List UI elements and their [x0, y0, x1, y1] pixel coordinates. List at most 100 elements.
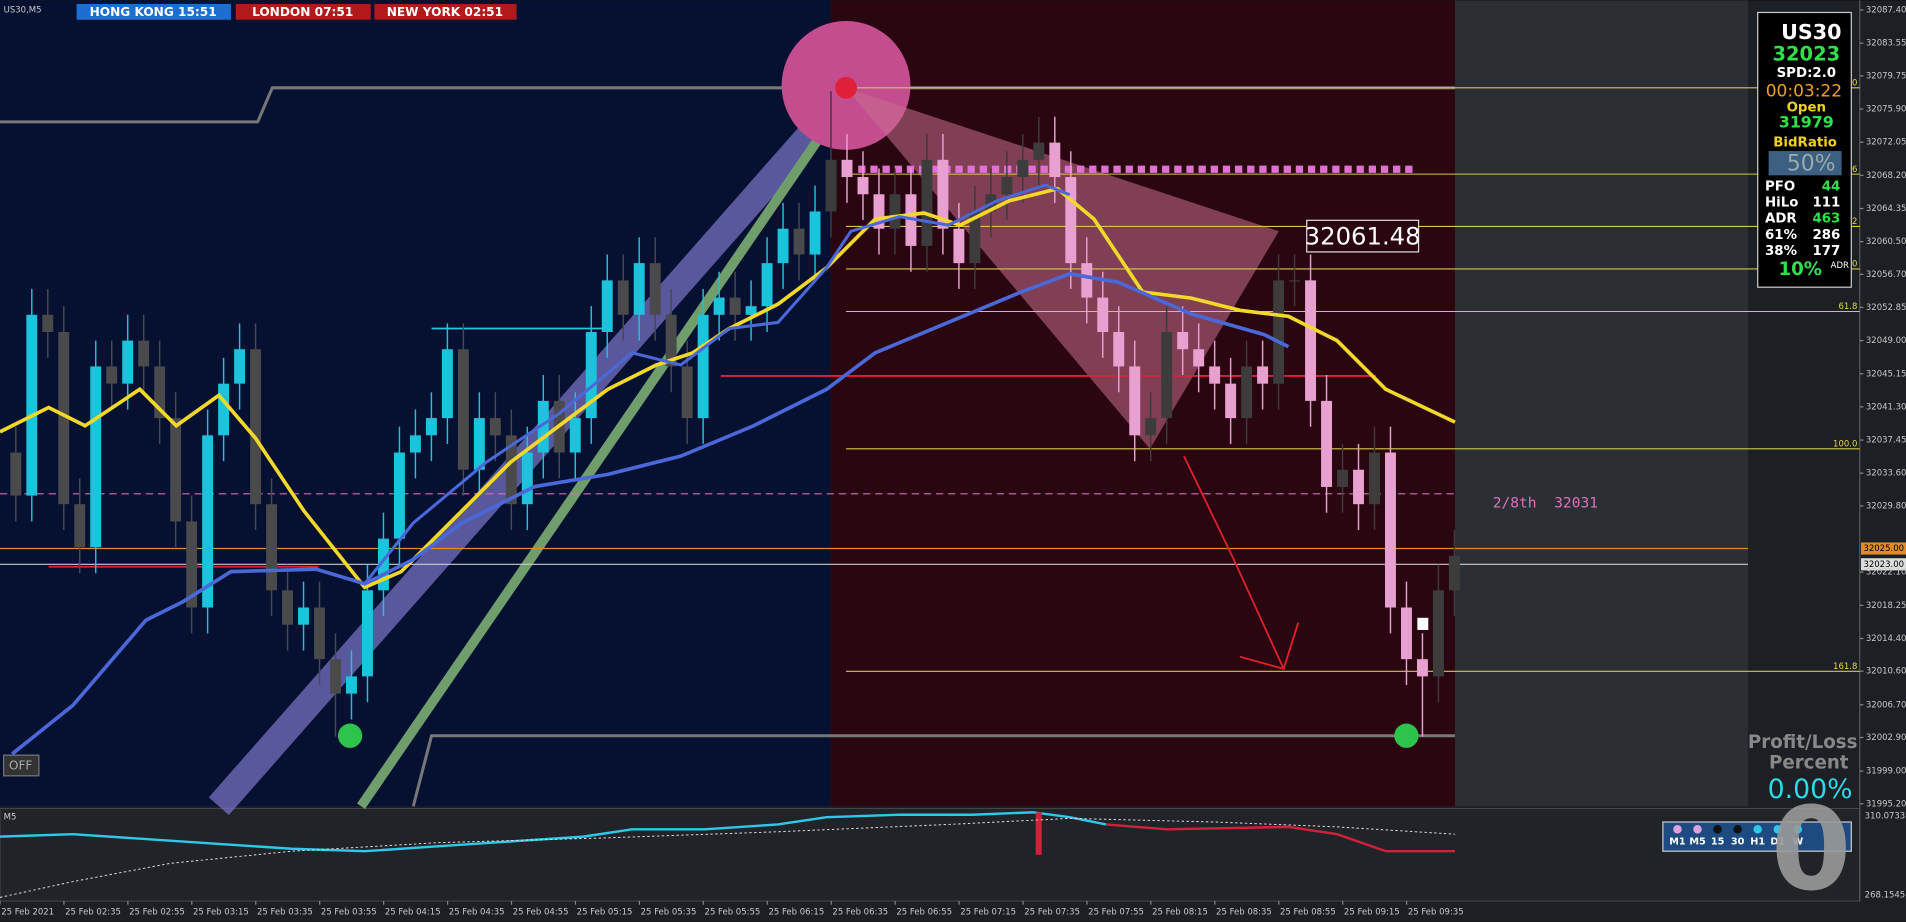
candle-body [505, 435, 517, 505]
candle-body [537, 400, 549, 453]
candle-body [425, 418, 437, 436]
candle-body [1017, 159, 1029, 178]
candle-body [1305, 280, 1317, 401]
symbol-label: US30,M5 [4, 6, 42, 16]
info-bidratio-label: BidRatio [1773, 136, 1837, 151]
x-tick-label: 25 Feb 02:35 [65, 907, 121, 917]
trend-line [357, 119, 835, 809]
timeframe-dot [1793, 825, 1803, 834]
candle-body [761, 263, 773, 307]
off-button-label[interactable]: OFF [9, 759, 33, 773]
candle-body [457, 349, 469, 470]
info-row-value: 44 [1822, 179, 1841, 194]
fib-label: 100.0 [1833, 439, 1857, 449]
x-tick-label: 25 Feb 02:55 [129, 907, 185, 917]
candle-body [585, 332, 597, 419]
y-tick-label: 32014.40 [1866, 634, 1906, 644]
timeframe-label[interactable]: M5 [1689, 836, 1706, 847]
off-button[interactable] [3, 754, 40, 777]
timeframe-label[interactable]: D1 [1770, 836, 1785, 847]
candle-body [921, 159, 933, 246]
candle-body [809, 211, 821, 255]
clock-box [235, 3, 371, 20]
y-tick-label: 32064.35 [1866, 204, 1906, 214]
y-tick-label: 32072.05 [1866, 138, 1906, 148]
indicator-spike [1035, 812, 1042, 855]
indicator-line [1106, 823, 1456, 853]
info-row-label: 38% [1765, 244, 1797, 259]
y-tick-label: 32041.30 [1866, 402, 1906, 412]
candle-body [346, 676, 357, 694]
y-tick-label: 32010.60 [1866, 667, 1906, 677]
y-tick-label: 32075.90 [1866, 105, 1906, 115]
candle-body [1321, 400, 1333, 487]
candle-body [729, 297, 741, 315]
x-tick-label: 25 Feb 07:35 [1024, 907, 1080, 917]
info-row-label: HiLo [1765, 195, 1798, 210]
x-tick-label: 25 Feb 07:55 [1088, 907, 1144, 917]
info-row-value: 111 [1812, 195, 1840, 210]
candle-body [713, 297, 725, 315]
timeframe-label[interactable]: H1 [1750, 836, 1765, 847]
candle-body [617, 280, 629, 315]
info-row-label: PFO [1765, 179, 1795, 194]
x-tick-label: 25 Feb 09:15 [1344, 907, 1400, 917]
candle-body [633, 263, 645, 315]
candle-body [266, 504, 278, 591]
info-panel [1757, 11, 1852, 288]
candle-body [1097, 297, 1109, 333]
sub-panel-label: M5 [4, 813, 17, 823]
candle-body [873, 194, 885, 229]
timeframe-dot [1753, 825, 1762, 834]
timeframe-label[interactable]: 30 [1731, 836, 1745, 847]
candle-body [10, 452, 22, 496]
info-row-label: ADR [1765, 212, 1797, 227]
timeframe-dot [1733, 825, 1742, 834]
candle-body [665, 314, 677, 367]
x-tick-label: 25 Feb 05:15 [577, 907, 633, 917]
timeframe-label[interactable]: 15 [1711, 836, 1725, 847]
x-tick-label: 25 Feb 09:35 [1408, 907, 1464, 917]
time-axis: 25 Feb 2021 25 Feb 02:35 25 Feb 02:55 25 Fe… [0, 901, 1464, 917]
info-rows: PFO 44 HiLo 111 ADR 463 61% 286 38% 177 [1765, 179, 1840, 259]
timeframe-label[interactable]: M1 [1669, 836, 1686, 847]
candle-body [473, 418, 485, 470]
timeframe-label[interactable]: W [1792, 836, 1803, 847]
clock: HONG KONG 15:51 [90, 5, 217, 19]
candle-body [409, 435, 421, 453]
x-tick-label: 25 Feb 03:35 [257, 907, 313, 917]
candle-body [777, 228, 789, 264]
candle-body [74, 504, 86, 548]
candle-body [1353, 469, 1364, 505]
info-adr-small: ADR [1831, 261, 1849, 271]
y-tick-label: 32033.60 [1866, 469, 1906, 479]
sub-axis-max: 310.0733 [1865, 811, 1906, 821]
pl-value: 0.00% [1768, 774, 1853, 805]
y-tick-label: 32049.00 [1866, 336, 1906, 346]
bidratio-box [1768, 151, 1842, 176]
ask-tag-label: 32023.00 [1863, 560, 1904, 570]
x-tick-label: 25 Feb 05:35 [641, 907, 697, 917]
candles [10, 90, 1460, 737]
x-tick-label: 25 Feb 03:15 [193, 907, 249, 917]
candle-body [489, 418, 501, 436]
candle-body [1369, 452, 1380, 505]
y-tick-label: 32018.25 [1866, 601, 1906, 611]
timeframes: M1 M5 15 30 H1 D1 W [1669, 825, 1803, 847]
x-tick-label: 25 Feb 08:35 [1216, 907, 1272, 917]
arrow [1183, 455, 1285, 670]
candle-body [745, 306, 757, 315]
candle-body [793, 228, 805, 255]
candle-body [1113, 332, 1125, 367]
x-tick-label: 25 Feb 06:15 [768, 907, 824, 917]
candle-body [1448, 555, 1460, 591]
candle-body [441, 349, 453, 419]
fib-label: 61.8 [1838, 302, 1857, 312]
info-price: 32023 [1773, 43, 1841, 66]
candle-body [154, 366, 166, 419]
clock: NEW YORK 02:51 [387, 5, 503, 19]
candle-body [1081, 263, 1093, 298]
y-tick-label: 32045.15 [1866, 369, 1906, 379]
